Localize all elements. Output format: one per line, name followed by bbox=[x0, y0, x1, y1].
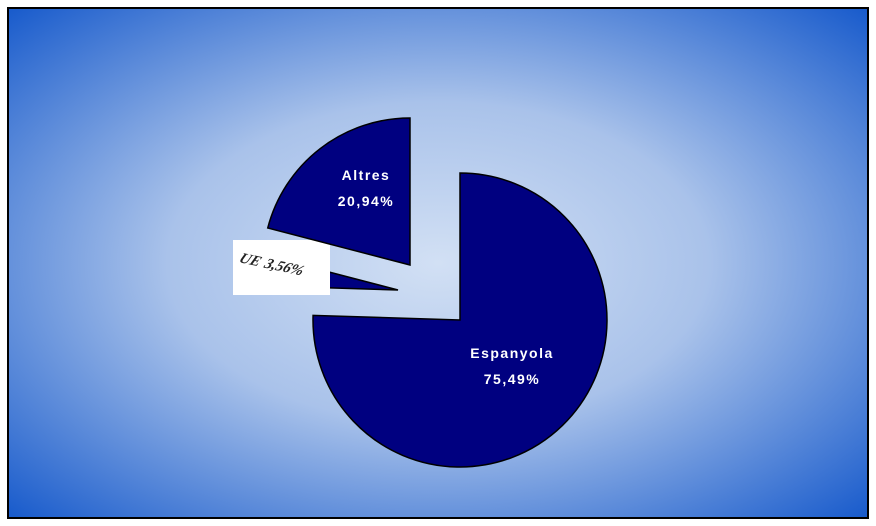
slice-label: UE bbox=[236, 250, 264, 270]
slice-value-label: 75,49% bbox=[484, 371, 540, 387]
pie-slice bbox=[312, 172, 608, 468]
slice-label: Altres bbox=[342, 167, 391, 183]
slice-value-label: 3,56% bbox=[260, 255, 307, 279]
label-box bbox=[233, 240, 330, 295]
pie-slice bbox=[266, 117, 411, 266]
slice-label-group: UE3,56% bbox=[236, 250, 307, 279]
slice-value-label: 20,94% bbox=[338, 193, 394, 209]
slice-label: Espanyola bbox=[470, 345, 554, 361]
